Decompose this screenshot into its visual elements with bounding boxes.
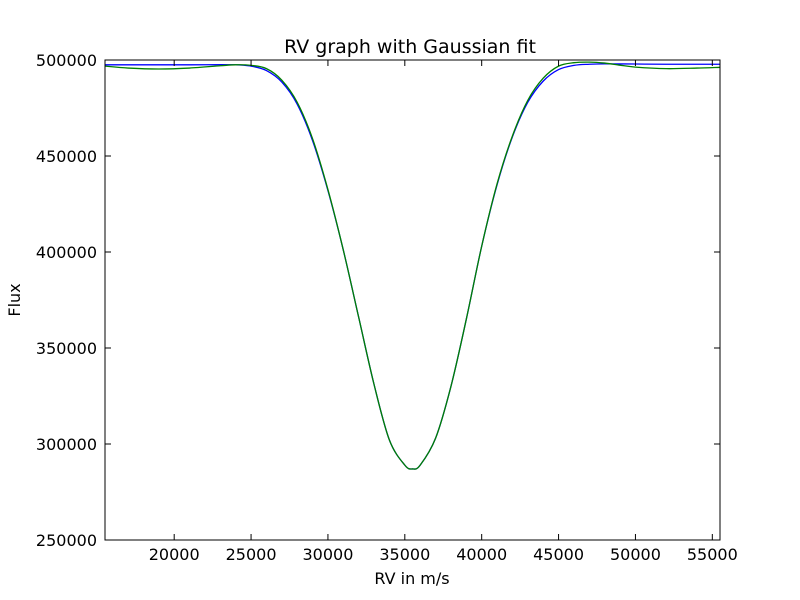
y-tick-label: 250000 (36, 531, 97, 550)
series-layer (105, 61, 720, 470)
x-tick-label: 25000 (226, 545, 277, 564)
y-tick-label: 400000 (36, 243, 97, 262)
plot-frame (104, 59, 721, 541)
x-tick-label: 40000 (456, 545, 507, 564)
x-tick-label: 50000 (610, 545, 661, 564)
y-tick-label: 450000 (36, 147, 97, 166)
x-axis-title: RV in m/s (374, 569, 449, 588)
y-tick-label: 500000 (36, 51, 97, 70)
x-tick-label: 45000 (533, 545, 584, 564)
series-line-1 (105, 63, 720, 470)
x-tick-label: 35000 (379, 545, 430, 564)
y-tick-label: 300000 (36, 435, 97, 454)
series-line-2 (105, 61, 720, 470)
x-tick-label: 30000 (302, 545, 353, 564)
x-tick-label: 55000 (687, 545, 738, 564)
y-tick-label: 350000 (36, 339, 97, 358)
chart-title: RV graph with Gaussian fit (284, 36, 536, 58)
y-axis-title: Flux (5, 283, 24, 316)
x-tick-label: 20000 (149, 545, 200, 564)
ticks-layer: 20000 25000 30000 35000 40000 45000 50000 55000… (36, 51, 738, 564)
